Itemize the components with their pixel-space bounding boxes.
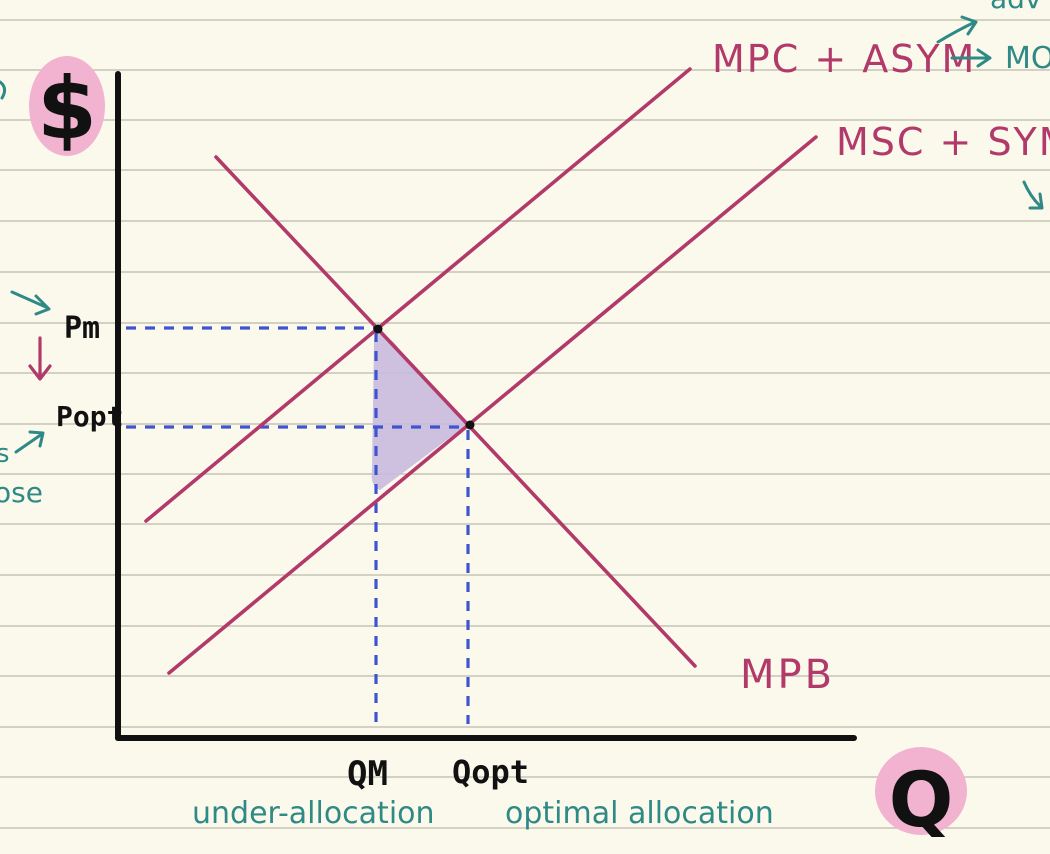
arrow-top-right-1-icon	[936, 15, 978, 44]
dashed-guides	[126, 326, 470, 730]
mpc-label: MPC + ASYM	[712, 37, 976, 81]
arrow-left-edge-icon	[0, 80, 7, 100]
dollar-highlight	[29, 56, 105, 156]
price-decrease-arrow-icon	[28, 336, 52, 381]
optimal-equilibrium-point	[465, 420, 475, 430]
mpc-curve	[144, 67, 692, 523]
arrow-msc-down-icon	[1022, 180, 1044, 210]
axes	[115, 71, 857, 741]
welfare-loss-triangle	[371, 332, 468, 490]
mpb-label: MPB	[740, 652, 835, 698]
q-highlight	[875, 747, 967, 835]
mpb-curve	[214, 155, 697, 668]
pm-label: Pm	[64, 311, 100, 346]
msc-label: MSC + SYM	[836, 120, 1050, 164]
left-fragment-2: ose	[0, 476, 43, 509]
teal-annotations	[0, 15, 1044, 454]
arrow-top-right-2-icon	[950, 48, 992, 68]
x-axis-label: Q	[889, 755, 954, 844]
market-equilibrium-point	[373, 324, 383, 334]
popt-label: Popt	[56, 400, 123, 433]
qopt-label: Qopt	[452, 753, 529, 791]
optimal-allocation-caption: optimal allocation	[505, 796, 774, 831]
under-allocation-caption: under-allocation	[192, 796, 435, 831]
y-axis-label: $	[37, 59, 97, 159]
ruled-lines	[0, 19, 1050, 829]
arrow-popt-icon	[14, 430, 45, 454]
qm-label: QM	[347, 754, 388, 794]
top-right-fragment-2: MO	[1005, 41, 1050, 76]
left-fragment-1: s	[0, 439, 10, 469]
top-right-fragment-1: adv	[990, 0, 1042, 15]
curves	[144, 67, 818, 675]
arrow-pm-icon	[10, 290, 51, 316]
msc-curve	[167, 135, 818, 675]
